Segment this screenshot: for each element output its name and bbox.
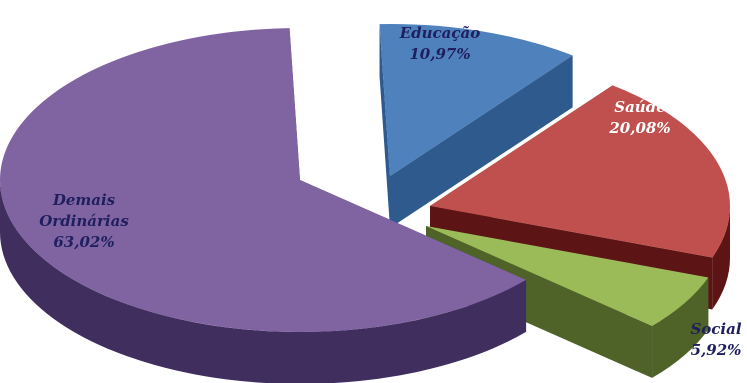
slice-name: Social xyxy=(690,320,741,338)
slice-value: 10,97% xyxy=(409,45,470,63)
slice-name: Saúde xyxy=(614,98,666,116)
slice-outer-wall xyxy=(0,180,527,383)
slice-label: Saúde 20,08% xyxy=(608,98,670,137)
slice-outer-wall xyxy=(652,277,709,378)
slice-name: Demais xyxy=(52,191,116,209)
slice-top xyxy=(430,85,731,258)
slice-outer-wall xyxy=(712,206,730,310)
slice-top xyxy=(426,226,709,326)
slice-name: Educação xyxy=(399,24,481,42)
slice-value: 63,02% xyxy=(53,233,114,251)
slice-name: Ordinárias xyxy=(39,212,129,230)
slice-label: Demais Ordinárias 63,02% xyxy=(39,191,129,251)
slice-educa-o xyxy=(379,23,573,229)
slice-demais-ordin-rias xyxy=(0,28,527,383)
slice-value: 20,08% xyxy=(608,119,670,137)
slice-side-wall xyxy=(379,24,390,229)
slice-label: Social 5,92% xyxy=(690,320,741,359)
slice-value: 5,92% xyxy=(691,341,742,359)
slice-top xyxy=(379,23,573,176)
slice-side-wall xyxy=(390,55,573,229)
slice-label: Educação 10,97% xyxy=(399,24,481,63)
slice-top xyxy=(0,28,527,333)
